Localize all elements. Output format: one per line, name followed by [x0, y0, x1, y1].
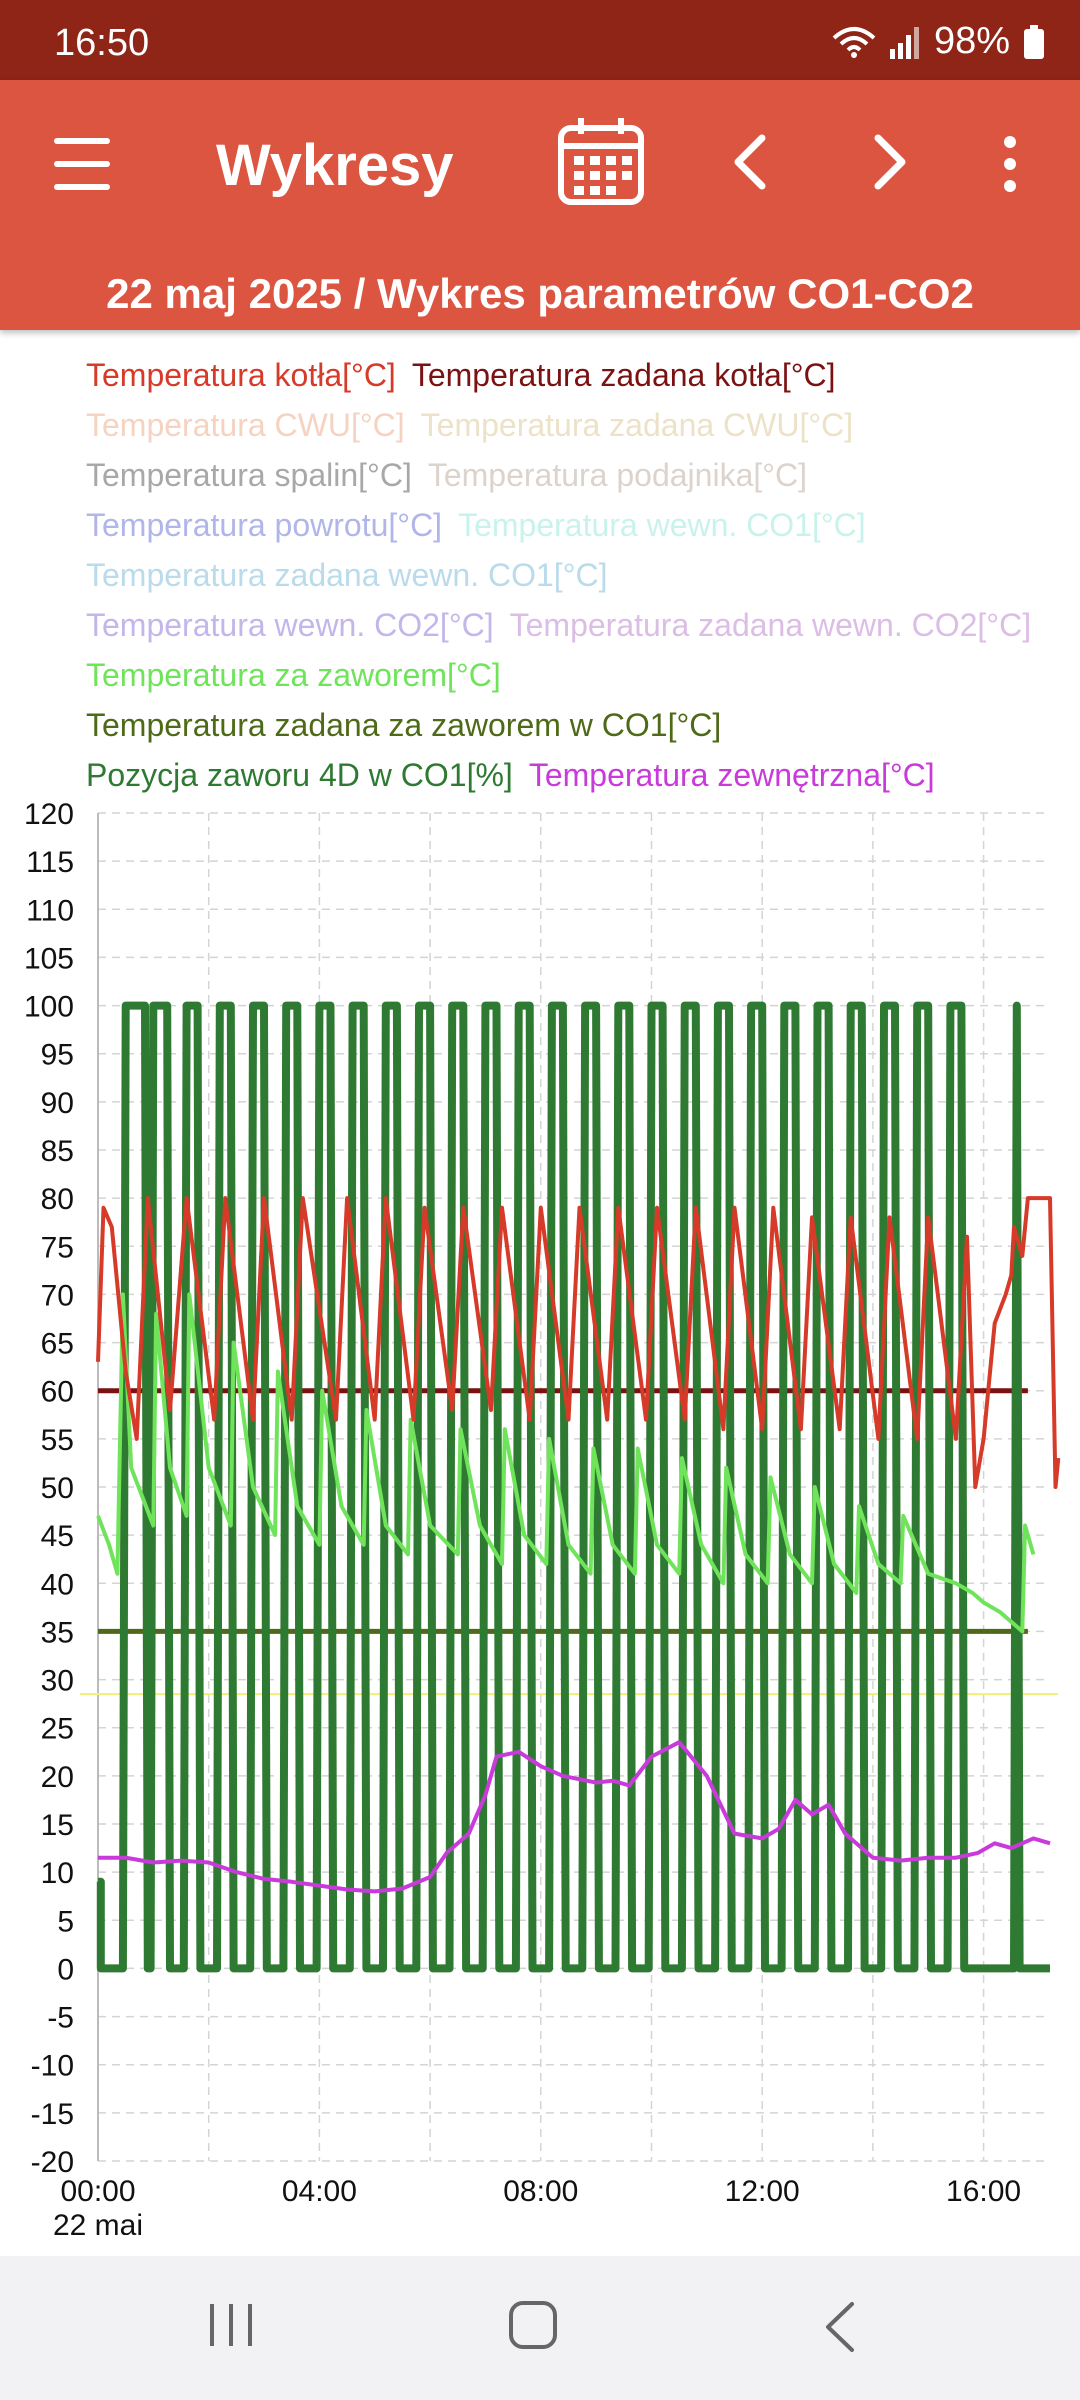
series-line — [96, 1292, 1036, 1634]
x-tick-label: 16:00 — [946, 2175, 1021, 2208]
y-tick-label: 105 — [24, 942, 74, 975]
legend-item[interactable]: Temperatura zadana wewn. CO1[°C] — [86, 557, 608, 593]
y-tick-label: 10 — [41, 1857, 74, 1890]
legend-item[interactable]: Temperatura powrotu[°C] — [86, 507, 443, 543]
y-tick-label: 55 — [41, 1424, 74, 1457]
calendar-icon — [558, 118, 644, 205]
y-tick-label: 120 — [24, 798, 74, 831]
y-tick-label: 45 — [41, 1520, 74, 1553]
home-button[interactable] — [508, 2300, 558, 2350]
legend-item[interactable]: Temperatura kotła[°C] — [86, 357, 396, 393]
y-tick-label: 50 — [41, 1472, 74, 1505]
partial-label: 2 . 6 — [950, 1642, 1004, 1673]
y-tick-label: -15 — [31, 2098, 74, 2131]
legend-item[interactable]: Pozycja zaworu 4D w CO1[%] — [86, 757, 513, 793]
status-time: 16:50 — [54, 22, 150, 64]
y-tick-label: -20 — [31, 2146, 74, 2179]
legend-item[interactable]: Temperatura zadana za zaworem w CO1[°C] — [86, 707, 722, 743]
chevron-right-icon — [874, 134, 906, 190]
legend-item[interactable]: Temperatura zadana CWU[°C] — [420, 407, 854, 443]
x-tick-label: 04:00 — [282, 2175, 357, 2208]
recent-apps-button[interactable] — [208, 2302, 254, 2348]
y-tick-label: 75 — [41, 1231, 74, 1264]
signal-icon — [889, 26, 919, 59]
y-tick-label: -10 — [31, 2050, 74, 2083]
y-tick-label: 20 — [41, 1761, 74, 1794]
y-tick-label: 65 — [41, 1328, 74, 1361]
system-nav-bar — [0, 2256, 1080, 2400]
menu-icon-line — [54, 184, 110, 190]
chevron-left-icon — [734, 134, 766, 190]
series-line — [96, 1196, 1061, 1489]
legend-item[interactable]: Temperatura za zaworem[°C] — [86, 657, 501, 693]
battery-percent: 98% — [933, 20, 1010, 62]
legend-item[interactable]: Temperatura podajnika[°C] — [427, 457, 808, 493]
x-date-label: 22 maj — [53, 2209, 143, 2235]
legend-item[interactable]: Temperatura zewnętrzna[°C] — [528, 757, 935, 793]
back-button[interactable] — [820, 2300, 860, 2354]
series-line — [98, 1740, 1051, 1894]
next-day-button[interactable] — [860, 130, 920, 194]
calendar-button[interactable] — [556, 116, 646, 206]
x-tick-label: 12:00 — [725, 2175, 800, 2208]
line-chart: 1201151101051009590858075706560555045403… — [24, 798, 1061, 2235]
x-tick-label: 08:00 — [503, 2175, 578, 2208]
y-tick-label: 70 — [41, 1279, 74, 1312]
home-icon — [509, 2301, 557, 2349]
y-tick-label: 40 — [41, 1568, 74, 1601]
y-tick-label: 35 — [41, 1616, 74, 1649]
recent-apps-icon — [210, 2304, 252, 2346]
legend-item[interactable]: Temperatura zadana kotła[°C] — [411, 357, 836, 393]
y-tick-label: 115 — [26, 846, 74, 879]
y-tick-label: 60 — [41, 1376, 74, 1409]
legend-item[interactable]: Temperatura spalin[°C] — [86, 457, 412, 493]
y-tick-label: -5 — [47, 2002, 74, 2035]
y-tick-label: 5 — [57, 1905, 74, 1938]
status-icons: 98% — [832, 20, 1044, 63]
page-title: Wykresy — [216, 133, 454, 198]
chart-subtitle: 22 maj 2025 / Wykres parametrów CO1-CO2 — [106, 270, 974, 317]
back-icon — [826, 2302, 854, 2352]
y-tick-label: 25 — [41, 1713, 74, 1746]
y-tick-label: 100 — [24, 991, 74, 1024]
menu-icon-line — [54, 161, 110, 167]
menu-icon — [54, 138, 110, 144]
wifi-icon — [832, 26, 876, 58]
previous-day-button[interactable] — [720, 130, 780, 194]
app-bar: Wykresy 22 maj 2025 / Wykres parametrów … — [0, 80, 1080, 330]
more-options-button[interactable] — [990, 134, 1030, 194]
chart-legend: Temperatura kotła[°C] Temperatura zadana … — [86, 350, 1066, 800]
more-vert-icon — [1004, 136, 1016, 192]
battery-icon — [1024, 24, 1044, 59]
legend-item[interactable]: Temperatura CWU[°C] — [86, 407, 405, 443]
y-tick-label: 80 — [41, 1183, 74, 1216]
y-tick-label: 95 — [41, 1039, 74, 1072]
y-tick-label: 110 — [26, 894, 74, 927]
legend-item[interactable]: Temperatura wewn. CO1[°C] — [458, 507, 866, 543]
menu-button[interactable] — [48, 136, 120, 192]
x-tick-label: 00:00 — [60, 2175, 135, 2208]
y-tick-label: 85 — [41, 1135, 74, 1168]
y-tick-label: 90 — [41, 1087, 74, 1120]
status-bar: 16:50 98% — [0, 0, 1080, 80]
legend-item[interactable]: Temperatura wewn. CO2[°C] — [86, 607, 494, 643]
legend-item[interactable]: Temperatura zadana wewn. CO2[°C] — [509, 607, 1032, 643]
y-tick-label: 0 — [57, 1953, 74, 1986]
series-line-valve — [96, 1001, 1050, 1973]
y-tick-label: 30 — [41, 1665, 74, 1698]
y-tick-label: 15 — [41, 1809, 74, 1842]
